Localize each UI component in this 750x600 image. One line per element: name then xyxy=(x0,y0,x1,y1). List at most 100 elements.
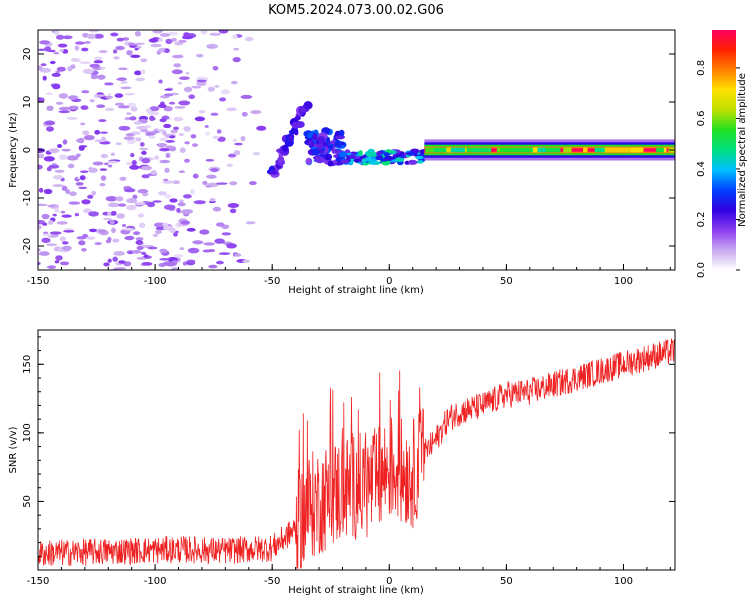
noise-speckle xyxy=(38,48,47,51)
blob-cell xyxy=(327,160,334,167)
noise-speckle xyxy=(110,152,115,156)
noise-speckle xyxy=(79,175,86,181)
noise-speckle xyxy=(183,126,191,132)
trail-cell xyxy=(338,151,348,158)
blob-cell xyxy=(316,142,324,149)
noise-speckle xyxy=(163,93,174,97)
noise-speckle xyxy=(228,153,237,158)
noise-speckle xyxy=(179,247,185,251)
noise-speckle xyxy=(81,47,89,52)
noise-speckle xyxy=(59,236,66,242)
carrier-segment xyxy=(450,147,465,153)
noise-speckle xyxy=(198,110,206,114)
noise-speckle xyxy=(195,53,204,58)
noise-speckle xyxy=(94,129,101,135)
noise-speckle xyxy=(177,81,182,85)
noise-speckle xyxy=(90,74,98,80)
noise-speckle xyxy=(153,222,166,228)
noise-speckle xyxy=(210,168,219,173)
noise-speckle xyxy=(203,242,216,246)
noise-speckle xyxy=(146,201,156,208)
noise-speckle xyxy=(244,36,254,42)
carrier-segment xyxy=(583,147,588,153)
noise-speckle xyxy=(113,49,118,54)
noise-speckle xyxy=(110,32,119,37)
noise-speckle xyxy=(92,161,104,166)
noise-speckle xyxy=(139,222,146,228)
noise-speckle xyxy=(53,52,60,55)
noise-speckle xyxy=(226,107,237,112)
noise-speckle xyxy=(58,106,71,111)
snr-x-axis-label: Height of straight line (km) xyxy=(288,585,424,596)
noise-speckle xyxy=(82,233,88,239)
trail-cell xyxy=(358,150,363,154)
branch-cell xyxy=(295,121,305,128)
blob-cell xyxy=(323,146,329,154)
noise-speckle xyxy=(219,97,227,102)
noise-speckle xyxy=(171,69,183,75)
snr-y-axis: 50 100 150 xyxy=(22,336,675,557)
noise-speckle xyxy=(159,148,170,152)
noise-speckle xyxy=(94,139,107,143)
noise-speckle xyxy=(126,197,138,204)
noise-speckle xyxy=(221,89,231,95)
x-tick-label: -150 xyxy=(27,576,50,587)
noise-speckle xyxy=(185,71,190,75)
noise-speckle xyxy=(208,264,218,269)
snr-y-axis-label: SNR (v/v) xyxy=(8,426,19,473)
noise-speckle xyxy=(95,94,106,97)
noise-speckle xyxy=(216,222,225,227)
x-tick-label: -150 xyxy=(27,276,50,287)
noise-speckle xyxy=(116,37,124,42)
noise-speckle xyxy=(161,130,168,136)
branch-cell xyxy=(303,101,313,110)
blob-cell xyxy=(335,135,345,140)
noise-speckle xyxy=(178,100,191,106)
noise-speckle xyxy=(91,190,97,196)
x-tick-label: 100 xyxy=(614,576,633,587)
noise-speckle xyxy=(216,129,222,134)
noise-speckle xyxy=(256,125,267,131)
noise-speckle xyxy=(164,194,171,199)
trail-cell xyxy=(415,155,424,160)
noise-speckle xyxy=(113,56,120,60)
carrier-segment xyxy=(471,147,492,153)
noise-speckle xyxy=(159,159,170,164)
noise-speckle xyxy=(214,85,220,88)
noise-speckle xyxy=(152,233,159,237)
noise-speckle xyxy=(242,259,251,263)
trail-cell xyxy=(395,157,405,163)
noise-speckle xyxy=(57,144,63,148)
noise-speckle xyxy=(139,147,149,151)
noise-speckle xyxy=(159,33,171,37)
noise-speckle xyxy=(68,201,81,205)
noise-speckle xyxy=(249,181,257,186)
noise-speckle xyxy=(205,185,212,188)
noise-speckle xyxy=(174,106,186,109)
noise-speckle xyxy=(204,125,209,128)
x-tick-label: 0 xyxy=(386,276,392,287)
noise-speckle xyxy=(52,175,64,180)
noise-speckle xyxy=(119,176,127,181)
noise-speckle xyxy=(56,221,68,225)
noise-speckle xyxy=(81,199,91,205)
carrier-segment xyxy=(594,147,605,153)
noise-speckle xyxy=(44,120,56,126)
noise-speckle xyxy=(232,57,241,63)
noise-speckle xyxy=(208,46,214,49)
snr-frame xyxy=(37,329,676,571)
noise-speckle xyxy=(58,93,69,99)
noise-speckle xyxy=(124,92,136,96)
blob-cell xyxy=(325,155,330,161)
noise-speckle xyxy=(209,32,221,36)
noise-speckle xyxy=(46,126,54,132)
noise-speckle xyxy=(216,260,224,265)
noise-speckle xyxy=(120,81,128,84)
trail-cell xyxy=(384,155,394,161)
noise-speckle xyxy=(123,188,136,193)
noise-speckle xyxy=(139,142,145,147)
colorbar-tick-label: 0.8 xyxy=(696,60,707,76)
noise-speckle xyxy=(212,66,219,71)
blob-cell xyxy=(315,156,325,164)
noise-speckle xyxy=(70,64,76,70)
